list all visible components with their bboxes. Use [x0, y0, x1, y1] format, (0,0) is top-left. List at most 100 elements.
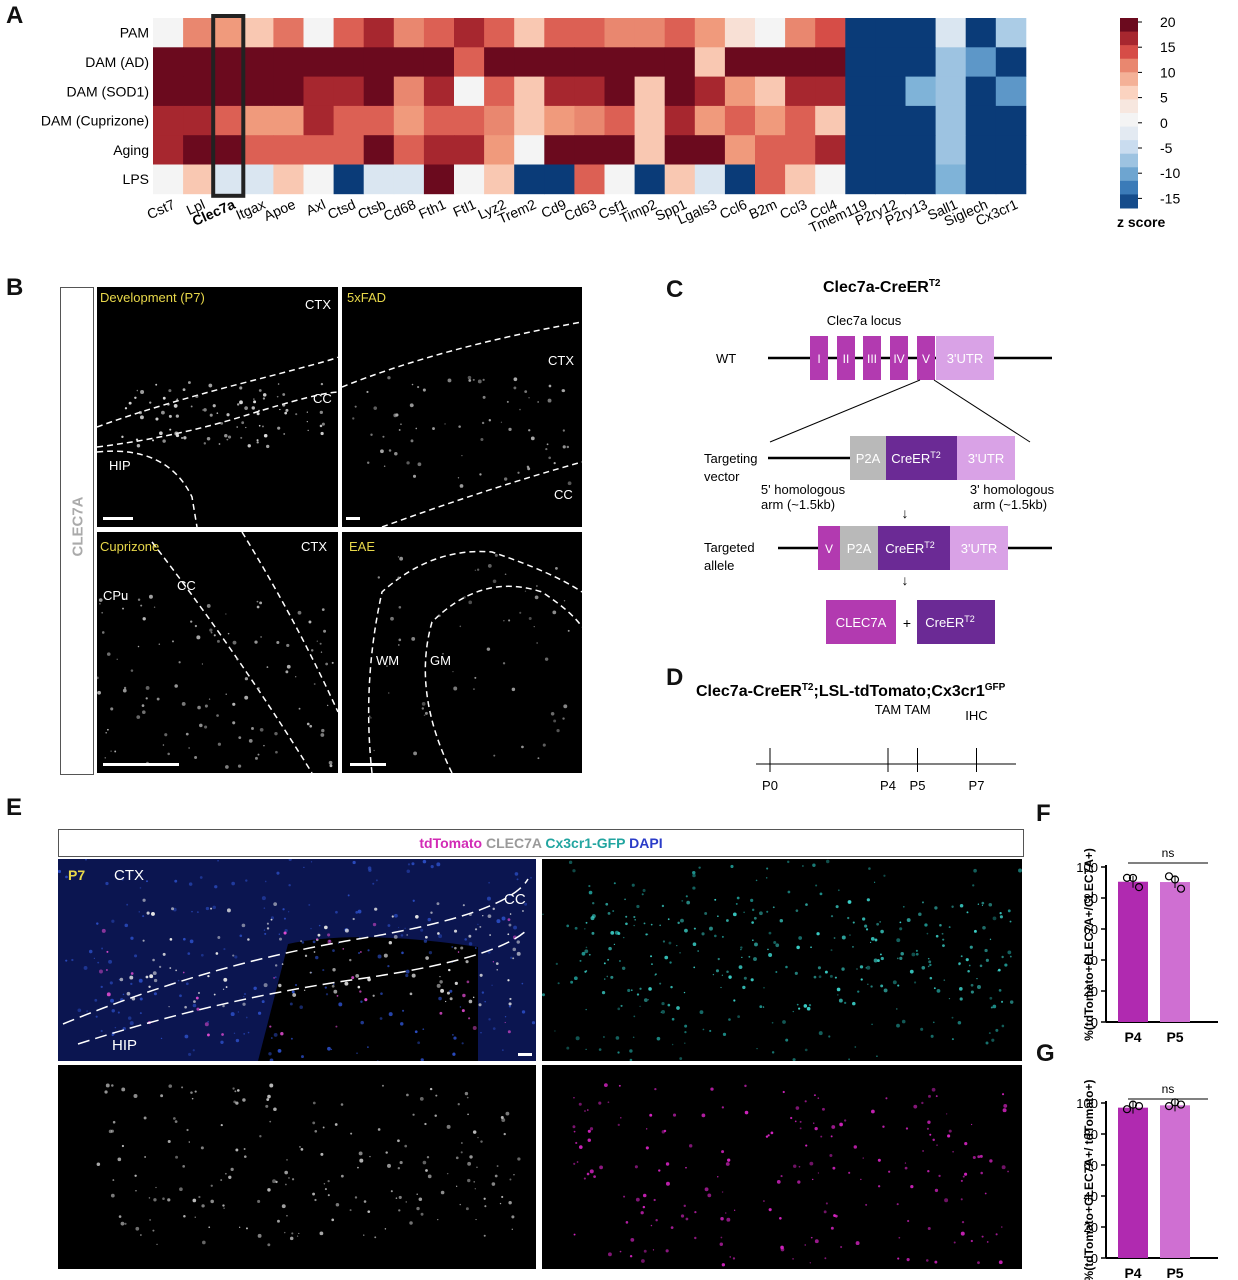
heatmap-cell — [514, 105, 545, 136]
legend-dapi: DAPI — [629, 835, 663, 851]
heatmap-cell — [574, 47, 605, 77]
heatmap-row-label: LPS — [123, 171, 149, 187]
colorbar-segment — [1120, 180, 1138, 195]
svg-text:P2A: P2A — [847, 541, 872, 556]
heatmap-cell — [815, 47, 846, 77]
heatmap-cell — [604, 164, 635, 195]
scale-bar — [103, 763, 179, 766]
arrow-1: ↓ — [902, 505, 909, 521]
ta-3utr: 3'UTR — [950, 526, 1008, 570]
heatmap-cell — [995, 47, 1027, 77]
heatmap-cell — [755, 18, 786, 48]
heatmap-cell — [333, 47, 365, 77]
heatmap-cell — [845, 105, 876, 136]
timeline-tick-label: P0 — [762, 778, 778, 793]
exon-ii: II — [837, 336, 855, 380]
heatmap-cell — [393, 47, 425, 77]
heatmap-cell — [153, 164, 184, 195]
heatmap-cell — [935, 164, 967, 195]
svg-text:V: V — [922, 352, 930, 366]
bar-point — [1122, 1105, 1132, 1114]
bar-ytick: 0 — [1091, 1251, 1098, 1266]
bar-ytick: 20 — [1084, 984, 1098, 999]
heatmap-cell — [845, 164, 876, 195]
heatmap-cell — [333, 105, 365, 136]
heatmap-cell — [393, 18, 425, 48]
heatmap-cell — [363, 47, 395, 77]
heatmap-cell — [333, 135, 365, 165]
heatmap-cell — [243, 18, 274, 48]
scale-bar — [518, 1053, 532, 1056]
heatmap-cell — [604, 18, 635, 48]
heatmap-cell — [183, 164, 214, 195]
micrograph-development: Development (P7) CTX CC HIP — [97, 287, 338, 527]
micrograph-gfp — [542, 859, 1022, 1061]
scale-bar — [350, 763, 386, 766]
significance-label: ns — [1162, 846, 1175, 860]
micrograph-clec7a — [58, 1065, 536, 1269]
heatmap-cell — [363, 18, 395, 48]
micrograph-tdtomato — [542, 1065, 1022, 1269]
colorbar-segment — [1120, 85, 1138, 100]
exon-v: V — [917, 336, 935, 380]
fad-cc-label: CC — [554, 487, 573, 502]
merge-cc-label: CC — [504, 891, 526, 908]
timeline-title: Clec7a-CreERT2;LSL-tdTomato;Cx3cr1GFP — [696, 682, 1006, 700]
heatmap-cell — [544, 76, 575, 107]
colorbar-segment — [1120, 153, 1138, 168]
heatmap-cell — [544, 105, 575, 136]
heatmap-row-label: Aging — [113, 142, 149, 158]
bar-ytick: 40 — [1084, 953, 1098, 968]
colorbar-tick: 5 — [1160, 90, 1168, 106]
heatmap-cell — [785, 135, 816, 165]
svg-text:II: II — [843, 352, 850, 366]
heatmap-cell — [514, 76, 545, 107]
heatmap-cell — [213, 76, 244, 107]
heatmap-cell — [875, 47, 906, 77]
bar-category-label: P5 — [1166, 1029, 1183, 1044]
timeline-diagram: Clec7a-CreERT2;LSL-tdTomato;Cx3cr1GFP P0… — [696, 682, 1016, 793]
clec7a-side-box: CLEC7A — [60, 287, 94, 775]
svg-text:CreERT2: CreERT2 — [885, 540, 935, 556]
wt-label: WT — [716, 351, 736, 366]
colorbar-title: z score — [1117, 214, 1165, 230]
colorbar-segment — [1120, 167, 1138, 182]
heatmap-cell — [755, 164, 786, 195]
heatmap-cell — [423, 76, 455, 107]
ta-p2a: P2A — [840, 526, 878, 570]
heatmap-cell — [905, 105, 936, 136]
panel-label-g: G — [1036, 1040, 1055, 1067]
heatmap-cell — [273, 18, 304, 48]
heatmap-cell — [484, 105, 515, 136]
heatmap-cell — [574, 76, 605, 107]
construct-diagram: Clec7a-CreERT2 Clec7a locus WT I II III … — [704, 278, 1055, 644]
heatmap-cell — [905, 18, 936, 48]
heatmap-cell — [845, 47, 876, 77]
heatmap-cell — [243, 164, 274, 195]
svg-text:CLEC7A: CLEC7A — [836, 615, 887, 630]
bar-point — [1134, 883, 1144, 892]
heatmap-cell — [664, 76, 696, 107]
heatmap-cell — [183, 18, 214, 48]
heatmap-cell — [664, 47, 696, 77]
micrograph-5xfad: 5xFAD CTX CC — [342, 287, 582, 527]
heatmap-cell — [875, 105, 906, 136]
heatmap-col-label: Ccl6 — [717, 196, 749, 222]
scale-bar — [103, 517, 133, 520]
heatmap-cell — [183, 76, 214, 107]
heatmap-cell — [423, 18, 455, 48]
merge-ctx-label: CTX — [114, 867, 144, 884]
heatmap-cell — [724, 18, 756, 48]
bar-ytick: 100 — [1076, 1096, 1098, 1111]
heatmap-cell — [273, 164, 304, 195]
micrograph-cuprizone-overlay — [97, 532, 338, 773]
heatmap-cell — [785, 47, 816, 77]
arrow-2: ↓ — [902, 572, 909, 588]
eae-wm-label: WM — [376, 653, 400, 668]
colorbar-segment — [1120, 126, 1138, 141]
bar-ytick: 80 — [1084, 891, 1098, 906]
merge-hip-label: HIP — [112, 1037, 138, 1054]
micrograph-eae: EAE WM GM — [342, 532, 582, 773]
heatmap-col-label: Cd68 — [381, 196, 418, 224]
heatmap-cell — [815, 76, 846, 107]
